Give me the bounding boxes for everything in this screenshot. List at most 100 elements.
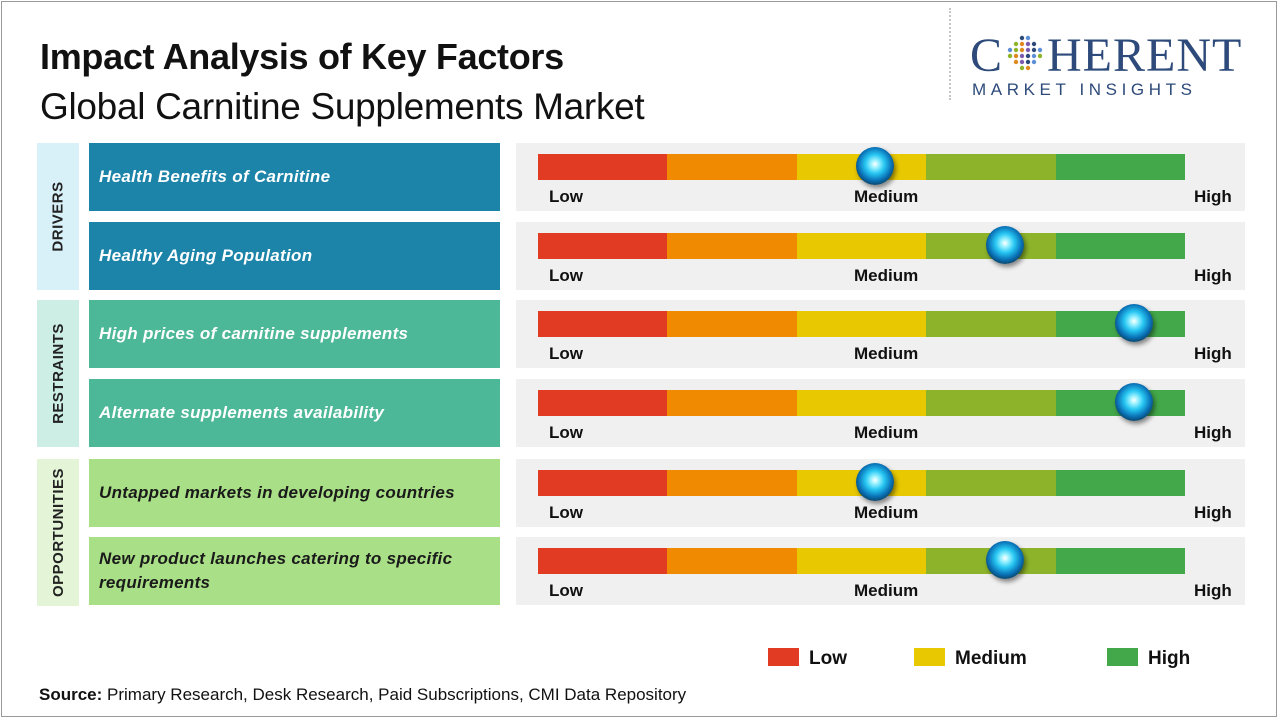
globe-dot <box>1013 47 1019 53</box>
meter-segment <box>926 390 1056 416</box>
globe-dot <box>1025 53 1031 59</box>
globe-dot <box>1025 47 1031 53</box>
meter-segment <box>1056 154 1185 180</box>
source-label: Source: <box>39 685 103 704</box>
meter-segment <box>538 390 667 416</box>
legend-label-medium: Medium <box>955 648 1027 669</box>
meter-segment <box>667 311 797 337</box>
group-drivers: DRIVERS <box>37 143 79 290</box>
globe-dot <box>1031 47 1037 53</box>
globe-dot <box>1025 65 1031 71</box>
source-note: Source: Primary Research, Desk Research,… <box>39 685 686 705</box>
meter-segment <box>538 548 667 574</box>
globe-dot <box>1025 35 1031 41</box>
globe-dot <box>1019 47 1025 53</box>
legend-item-high: High <box>1107 646 1227 674</box>
scale-label-medium: Medium <box>854 423 919 442</box>
globe-dot <box>1019 59 1025 65</box>
impact-indicator-knob <box>855 463 894 501</box>
group-restraints: RESTRAINTS <box>37 300 79 447</box>
meter-segment <box>797 311 926 337</box>
impact-meter: Low Medium High <box>516 459 1245 527</box>
scale-label-medium: Medium <box>854 344 919 363</box>
scale-label-high: High <box>1194 503 1232 522</box>
logo-tagline: MARKET INSIGHTS <box>972 80 1197 99</box>
scale-label-low: Low <box>549 423 583 442</box>
meter-segment <box>667 548 797 574</box>
factor-label: Health Benefits of Carnitine <box>89 143 500 211</box>
impact-meter: Low Medium High <box>516 379 1245 447</box>
impact-indicator-knob <box>985 541 1024 579</box>
legend-item-low: Low <box>768 646 888 674</box>
meter-segment <box>1056 233 1185 259</box>
meter-segment <box>926 154 1056 180</box>
globe-dot <box>1013 53 1019 59</box>
scale-label-medium: Medium <box>854 187 919 206</box>
meter-segment <box>926 470 1056 496</box>
scale-label-high: High <box>1194 344 1232 363</box>
meter-segment <box>797 390 926 416</box>
impact-indicator-knob <box>985 226 1024 264</box>
globe-dot <box>1019 35 1025 41</box>
globe-dot <box>1013 59 1019 65</box>
meter-segment <box>1056 548 1185 574</box>
meter-segment <box>538 470 667 496</box>
logo-letter-c: C <box>970 29 1004 82</box>
scale-label-low: Low <box>549 344 583 363</box>
group-label-opportunities: OPPORTUNITIES <box>49 467 67 598</box>
meter-segment <box>667 390 797 416</box>
group-label-restraints: RESTRAINTS <box>49 323 67 424</box>
logo-wordmark: C HERENT <box>970 30 1242 82</box>
impact-meter: Low Medium High <box>516 537 1245 605</box>
meter-segment <box>1056 470 1185 496</box>
legend-item-medium: Medium <box>914 646 1064 674</box>
logo-letters-herent: HERENT <box>1047 29 1243 82</box>
legend-label-high: High <box>1148 648 1191 669</box>
globe-dot <box>1007 47 1013 53</box>
impact-meter: Low Medium High <box>516 222 1245 290</box>
legend-swatch-medium <box>914 648 945 666</box>
impact-meter: Low Medium High <box>516 300 1245 368</box>
meter-segment <box>538 311 667 337</box>
company-logo: C HERENT MARKET INSIGHTS <box>970 30 1262 100</box>
scale-label-high: High <box>1194 187 1232 206</box>
legend-swatch-low <box>768 648 799 666</box>
factor-label: Untapped markets in developing countries <box>89 459 500 527</box>
logo-divider <box>949 8 951 100</box>
globe-icon <box>1007 35 1043 71</box>
legend-label-low: Low <box>809 648 847 669</box>
impact-indicator-knob <box>855 147 894 185</box>
impact-meter: Low Medium High <box>516 143 1245 211</box>
globe-dot <box>1037 47 1043 53</box>
meter-segment <box>538 154 667 180</box>
source-text: Primary Research, Desk Research, Paid Su… <box>102 685 687 704</box>
group-opportunities: OPPORTUNITIES <box>37 459 79 606</box>
globe-dot <box>1013 41 1019 47</box>
scale-label-low: Low <box>549 503 583 522</box>
scale-label-low: Low <box>549 266 583 285</box>
globe-dot <box>1019 53 1025 59</box>
scale-label-high: High <box>1194 581 1232 600</box>
scale-label-high: High <box>1194 423 1232 442</box>
scale-label-high: High <box>1194 266 1232 285</box>
scale-label-low: Low <box>549 187 583 206</box>
legend-swatch-high <box>1107 648 1138 666</box>
factor-label: Alternate supplements availability <box>89 379 500 447</box>
scale-label-medium: Medium <box>854 581 919 600</box>
factor-label: High prices of carnitine supplements <box>89 300 500 368</box>
meter-segment <box>538 233 667 259</box>
scale-label-low: Low <box>549 581 583 600</box>
meter-segment <box>667 470 797 496</box>
meter-segment <box>797 548 926 574</box>
globe-dot <box>1031 41 1037 47</box>
meter-segment <box>926 311 1056 337</box>
factor-label: Healthy Aging Population <box>89 222 500 290</box>
group-label-drivers: DRIVERS <box>49 181 67 252</box>
meter-segment <box>797 233 926 259</box>
scale-label-medium: Medium <box>854 503 919 522</box>
globe-dot <box>1019 65 1025 71</box>
meter-segment <box>667 233 797 259</box>
globe-dot <box>1019 41 1025 47</box>
globe-dot <box>1037 53 1043 59</box>
